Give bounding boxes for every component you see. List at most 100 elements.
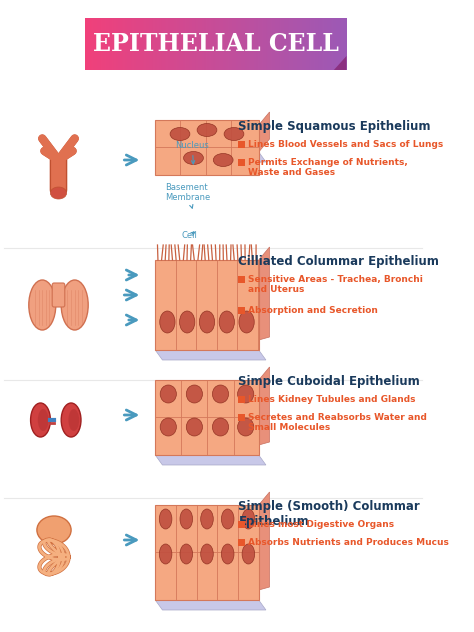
FancyBboxPatch shape	[310, 18, 312, 70]
FancyBboxPatch shape	[263, 18, 265, 70]
FancyBboxPatch shape	[227, 18, 228, 70]
FancyBboxPatch shape	[213, 18, 216, 70]
Text: EPITHELIAL CELL: EPITHELIAL CELL	[93, 32, 339, 56]
FancyBboxPatch shape	[340, 18, 342, 70]
FancyBboxPatch shape	[194, 18, 196, 70]
FancyBboxPatch shape	[201, 18, 202, 70]
FancyBboxPatch shape	[121, 18, 123, 70]
Ellipse shape	[237, 385, 254, 403]
FancyBboxPatch shape	[327, 18, 329, 70]
FancyBboxPatch shape	[201, 18, 204, 70]
FancyBboxPatch shape	[211, 18, 213, 70]
Bar	[238, 307, 245, 314]
Text: Lines Blood Vessels and Sacs of Lungs: Lines Blood Vessels and Sacs of Lungs	[248, 140, 444, 149]
FancyBboxPatch shape	[52, 283, 65, 307]
Ellipse shape	[180, 544, 192, 564]
FancyBboxPatch shape	[125, 18, 127, 70]
FancyBboxPatch shape	[255, 18, 257, 70]
FancyBboxPatch shape	[175, 18, 178, 70]
Bar	[238, 276, 245, 283]
FancyBboxPatch shape	[265, 18, 268, 70]
FancyBboxPatch shape	[285, 18, 287, 70]
Ellipse shape	[197, 123, 217, 137]
FancyBboxPatch shape	[110, 18, 112, 70]
FancyBboxPatch shape	[306, 18, 308, 70]
FancyBboxPatch shape	[148, 18, 150, 70]
FancyBboxPatch shape	[90, 18, 91, 70]
FancyBboxPatch shape	[111, 18, 114, 70]
FancyBboxPatch shape	[113, 18, 115, 70]
FancyBboxPatch shape	[186, 18, 188, 70]
FancyBboxPatch shape	[119, 18, 122, 70]
FancyBboxPatch shape	[288, 18, 290, 70]
FancyBboxPatch shape	[230, 18, 233, 70]
FancyBboxPatch shape	[137, 18, 138, 70]
FancyBboxPatch shape	[109, 18, 111, 70]
FancyBboxPatch shape	[336, 18, 338, 70]
Polygon shape	[334, 56, 346, 70]
FancyBboxPatch shape	[220, 18, 222, 70]
FancyBboxPatch shape	[207, 18, 209, 70]
FancyBboxPatch shape	[187, 18, 190, 70]
FancyBboxPatch shape	[315, 18, 318, 70]
Ellipse shape	[212, 385, 228, 403]
FancyBboxPatch shape	[262, 18, 264, 70]
FancyBboxPatch shape	[300, 18, 302, 70]
FancyBboxPatch shape	[126, 18, 128, 70]
FancyBboxPatch shape	[216, 18, 218, 70]
FancyBboxPatch shape	[314, 18, 316, 70]
FancyBboxPatch shape	[225, 18, 228, 70]
FancyBboxPatch shape	[273, 18, 275, 70]
Text: Secretes and Reabsorbs Water and
Small Molecules: Secretes and Reabsorbs Water and Small M…	[248, 413, 427, 432]
Ellipse shape	[212, 418, 228, 436]
FancyBboxPatch shape	[190, 18, 192, 70]
Ellipse shape	[221, 509, 234, 529]
FancyBboxPatch shape	[198, 18, 200, 70]
FancyBboxPatch shape	[108, 18, 110, 70]
FancyBboxPatch shape	[152, 18, 154, 70]
Ellipse shape	[213, 154, 233, 166]
FancyBboxPatch shape	[178, 18, 180, 70]
FancyBboxPatch shape	[271, 18, 273, 70]
Polygon shape	[155, 152, 266, 162]
FancyBboxPatch shape	[174, 18, 176, 70]
Ellipse shape	[180, 311, 195, 333]
FancyBboxPatch shape	[338, 18, 341, 70]
FancyBboxPatch shape	[280, 18, 282, 70]
FancyBboxPatch shape	[135, 18, 137, 70]
FancyBboxPatch shape	[284, 18, 286, 70]
FancyBboxPatch shape	[319, 18, 321, 70]
Text: Lines Kidney Tubules and Glands: Lines Kidney Tubules and Glands	[248, 395, 416, 404]
FancyBboxPatch shape	[182, 18, 184, 70]
Polygon shape	[155, 600, 266, 610]
FancyBboxPatch shape	[185, 18, 187, 70]
Text: Permits Exchange of Nutrients,
Waste and Gases: Permits Exchange of Nutrients, Waste and…	[248, 158, 408, 178]
FancyBboxPatch shape	[286, 18, 289, 70]
Bar	[238, 141, 245, 148]
FancyBboxPatch shape	[180, 18, 182, 70]
FancyBboxPatch shape	[276, 18, 278, 70]
FancyBboxPatch shape	[243, 18, 246, 70]
Ellipse shape	[160, 311, 175, 333]
FancyBboxPatch shape	[191, 18, 193, 70]
Ellipse shape	[242, 544, 255, 564]
FancyBboxPatch shape	[250, 18, 252, 70]
FancyBboxPatch shape	[173, 18, 175, 70]
FancyBboxPatch shape	[157, 18, 159, 70]
Ellipse shape	[186, 418, 202, 436]
FancyBboxPatch shape	[241, 18, 243, 70]
Text: Absorption and Secretion: Absorption and Secretion	[248, 306, 378, 315]
FancyBboxPatch shape	[309, 18, 311, 70]
Ellipse shape	[159, 509, 172, 529]
Bar	[238, 414, 245, 421]
FancyBboxPatch shape	[221, 18, 223, 70]
FancyBboxPatch shape	[289, 18, 291, 70]
FancyBboxPatch shape	[275, 18, 277, 70]
FancyBboxPatch shape	[329, 18, 332, 70]
FancyBboxPatch shape	[116, 18, 118, 70]
FancyBboxPatch shape	[259, 18, 261, 70]
FancyBboxPatch shape	[128, 18, 131, 70]
FancyBboxPatch shape	[333, 18, 336, 70]
FancyBboxPatch shape	[163, 18, 164, 70]
Ellipse shape	[61, 403, 81, 437]
